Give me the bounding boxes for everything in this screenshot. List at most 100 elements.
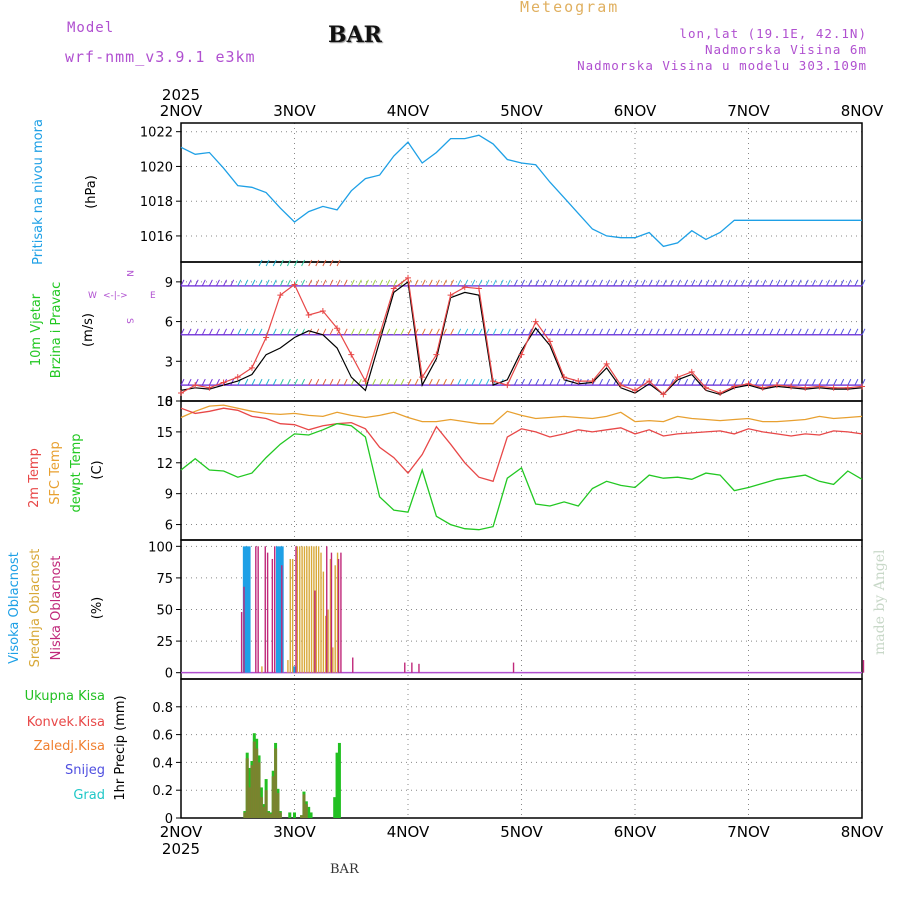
compass-e: E bbox=[150, 291, 156, 301]
wind-barb bbox=[386, 378, 391, 386]
precip-conv-bar bbox=[262, 806, 266, 818]
wind-barb bbox=[286, 378, 291, 386]
wind-barb bbox=[464, 378, 469, 386]
wind-barb bbox=[613, 328, 618, 336]
windspeed-marker bbox=[234, 374, 241, 381]
wind-barb bbox=[450, 279, 455, 287]
wind-barb bbox=[350, 328, 355, 336]
compass-ew: <-|-> bbox=[103, 291, 128, 301]
wind-barb bbox=[634, 378, 639, 386]
sfctemp-label: SFC Temp bbox=[48, 441, 63, 505]
wind-barb bbox=[620, 328, 625, 336]
wind-barb bbox=[556, 378, 561, 386]
wind-barb bbox=[471, 279, 476, 287]
wind-barb bbox=[811, 328, 816, 336]
wind-barb bbox=[705, 378, 710, 386]
wind-barb bbox=[201, 279, 206, 287]
windspeed-marker bbox=[518, 351, 525, 358]
wind-barb bbox=[216, 279, 220, 287]
precip-conv-bar bbox=[257, 762, 261, 818]
wind-barb bbox=[485, 378, 490, 386]
wind-barb bbox=[613, 378, 618, 386]
wind-barb bbox=[180, 279, 185, 287]
precip-total-bar bbox=[333, 797, 337, 818]
windspeed-marker bbox=[319, 307, 326, 314]
wind-barb bbox=[833, 328, 838, 336]
wind-barb bbox=[237, 328, 242, 336]
wind-barb bbox=[244, 328, 249, 336]
wind-barb bbox=[762, 328, 767, 336]
wind-barb bbox=[662, 279, 667, 287]
wind-barb bbox=[521, 328, 525, 336]
wind-barb bbox=[336, 378, 341, 386]
wind-barb bbox=[755, 328, 760, 336]
wind-barb bbox=[655, 378, 660, 386]
precip-conv-bar bbox=[271, 776, 275, 818]
wind-barb bbox=[499, 328, 504, 336]
wind-barb bbox=[251, 328, 256, 336]
y-tick-label: 15 bbox=[156, 426, 173, 441]
wind-barb bbox=[712, 279, 717, 287]
wind-barb bbox=[329, 259, 334, 267]
wind-barb bbox=[847, 279, 852, 287]
wind-barb bbox=[762, 378, 767, 386]
wind-barb bbox=[230, 328, 235, 336]
x-tick-label-bottom: 5NOV bbox=[500, 823, 543, 841]
wind-barb bbox=[684, 328, 689, 336]
windspeed-marker bbox=[702, 384, 709, 391]
wind-barb bbox=[818, 328, 823, 336]
windspeed-marker bbox=[788, 383, 795, 390]
lonlat-label: lon,lat (19.1E, 42.1N) bbox=[679, 26, 867, 41]
y-tick-label: 1022 bbox=[140, 126, 173, 141]
y-tick-label: 25 bbox=[156, 635, 173, 650]
windspeed-marker bbox=[745, 380, 752, 387]
windspeed-marker bbox=[859, 383, 865, 390]
wind-barb bbox=[535, 378, 540, 386]
precip-legend-3: Zaledj.Kisa bbox=[34, 739, 105, 754]
wind-barb bbox=[350, 279, 355, 287]
wind-barb bbox=[570, 279, 575, 287]
wind-barb bbox=[265, 378, 270, 386]
wind-barb bbox=[833, 279, 838, 287]
wind-barb bbox=[279, 328, 284, 336]
wind-barb bbox=[712, 328, 717, 336]
wind-barb bbox=[329, 328, 334, 336]
wind-barb bbox=[485, 328, 490, 336]
precip-conv-bar bbox=[276, 792, 280, 818]
wind-barb bbox=[478, 378, 483, 386]
windspeed-marker bbox=[688, 368, 695, 375]
wind-barb bbox=[748, 328, 752, 336]
wind-barb bbox=[542, 378, 547, 386]
wind-barb bbox=[258, 259, 263, 267]
wind-barb bbox=[301, 378, 306, 386]
wind-barb bbox=[478, 328, 483, 336]
wind-barb bbox=[443, 279, 447, 287]
wind-barb bbox=[677, 279, 682, 287]
wind-barb bbox=[336, 259, 341, 267]
windspeed-marker bbox=[589, 378, 596, 385]
wind-barb bbox=[513, 279, 518, 287]
wind-barb bbox=[613, 279, 618, 287]
wind-barb bbox=[364, 279, 369, 287]
y-tick-label: 1018 bbox=[140, 195, 173, 210]
wind-barb bbox=[208, 328, 213, 336]
wind-barb bbox=[698, 279, 703, 287]
wind-barb bbox=[343, 279, 348, 287]
windspeed-marker bbox=[561, 374, 568, 381]
wind-barb bbox=[223, 279, 228, 287]
windspeed-marker bbox=[220, 379, 227, 386]
windspeed-marker bbox=[504, 382, 511, 389]
wind-barb bbox=[471, 378, 476, 386]
y-tick-label: 1016 bbox=[140, 230, 173, 245]
windspeed-marker bbox=[291, 281, 298, 288]
wind-barb bbox=[584, 279, 589, 287]
wind-barb bbox=[804, 328, 809, 336]
wind-barb bbox=[740, 328, 745, 336]
wind-barb bbox=[542, 328, 547, 336]
temp2m-line bbox=[180, 407, 863, 483]
wind-barb bbox=[386, 279, 391, 287]
wind-barb bbox=[528, 378, 533, 386]
wind-barb bbox=[591, 279, 596, 287]
precip-unit: 1hr Precip (mm) bbox=[113, 695, 128, 800]
precip-conv-bar bbox=[278, 812, 282, 818]
